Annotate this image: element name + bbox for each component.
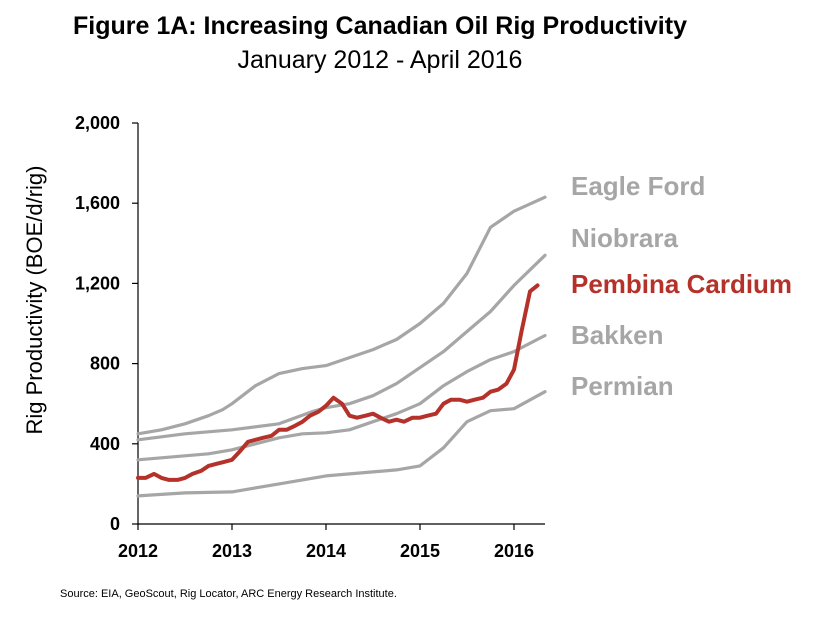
legend-label-permian: Permian [571,371,674,401]
y-tick-label: 0 [110,514,120,534]
y-tick-label: 1,600 [75,193,120,213]
y-tick-label: 2,000 [75,113,120,133]
x-tick-label: 2016 [494,541,534,561]
series-line-niobrara [136,253,547,442]
series-line-permian [136,390,547,498]
series-line-bakken [136,333,547,462]
legend-label-pembina-cardium: Pembina Cardium [571,269,792,299]
y-tick-label: 800 [90,354,120,374]
source-note: Source: EIA, GeoScout, Rig Locator, ARC … [60,588,397,600]
chart-subtitle: January 2012 - April 2016 [237,46,523,74]
y-tick-label: 400 [90,434,120,454]
x-tick-label: 2013 [212,541,252,561]
x-tick-label: 2012 [118,541,158,561]
x-tick-label: 2015 [400,541,440,561]
y-axis-label: Rig Productivity (BOE/d/rig) [22,166,47,435]
x-tick-label: 2014 [306,541,346,561]
legend-label-niobrara: Niobrara [571,223,678,253]
chart-title: Figure 1A: Increasing Canadian Oil Rig P… [72,12,687,40]
legend-label-eagle-ford: Eagle Ford [571,171,705,201]
legend-label-bakken: Bakken [571,320,664,350]
series-line-eagle-ford [136,195,547,436]
series-line-pembina-cardium [136,283,540,482]
y-tick-label: 1,200 [75,273,120,293]
